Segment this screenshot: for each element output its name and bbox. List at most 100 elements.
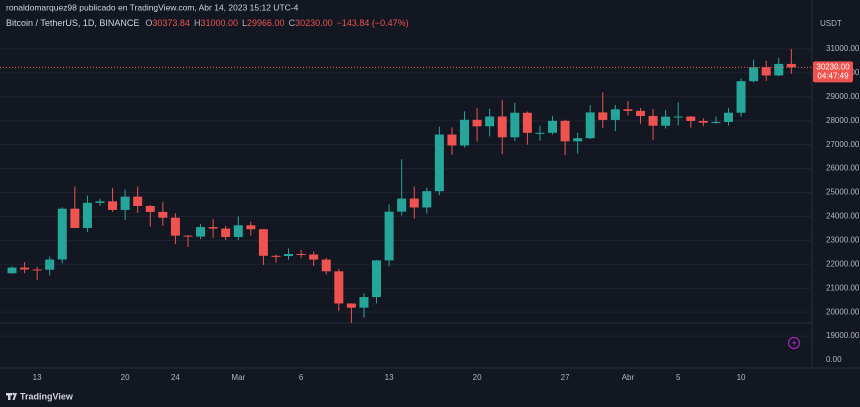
- candle-body: [598, 112, 608, 120]
- brand-logo: [6, 392, 17, 400]
- legend-value: 31000.00: [200, 18, 238, 28]
- symbol-legend: Bitcoin / TetherUS, 1D, BINANCE O30373.84…: [6, 18, 409, 28]
- x-tick-label: Abr: [622, 373, 635, 382]
- candle-body: [497, 116, 507, 138]
- y-axis-label: USDT: [820, 19, 842, 28]
- candle-body: [698, 120, 708, 123]
- candle-body: [673, 116, 683, 118]
- candle-body: [648, 115, 658, 126]
- y-tick-label: 20000.00: [826, 307, 860, 316]
- x-tick-label: 24: [171, 373, 180, 382]
- y-tick-label: 25000.00: [826, 188, 860, 197]
- candle-body: [246, 225, 256, 230]
- candle-body: [32, 269, 42, 271]
- legend-change: −143.84 (−0.47%): [337, 18, 409, 28]
- candle-body: [548, 120, 558, 133]
- candle-body: [20, 267, 30, 270]
- x-tick-label: 13: [33, 373, 42, 382]
- candle-body: [460, 119, 470, 146]
- candle-body: [711, 121, 721, 123]
- candle-body: [397, 198, 407, 212]
- candle-body: [82, 202, 92, 228]
- candle-body: [636, 110, 645, 116]
- candle-body: [208, 227, 218, 229]
- candle-body: [384, 211, 394, 261]
- candle-body: [108, 201, 118, 210]
- candle-body: [170, 217, 180, 236]
- candle-body: [686, 116, 696, 121]
- candle-body: [70, 208, 80, 228]
- candle-body: [661, 116, 671, 126]
- candle-body: [309, 254, 319, 260]
- y-tick-label: 27000.00: [826, 140, 860, 149]
- candle-body: [422, 191, 432, 208]
- candle-body: [409, 198, 419, 208]
- last-price-tag: [813, 61, 853, 83]
- y-tick-label: 24000.00: [826, 212, 860, 221]
- candle-body: [145, 205, 155, 212]
- candle-body: [560, 120, 570, 142]
- last-price-label: 30230.00: [816, 62, 850, 71]
- candle-body: [485, 116, 495, 127]
- candle-body: [57, 208, 67, 260]
- candle-body: [723, 112, 733, 122]
- x-tick-label: 10: [737, 373, 746, 382]
- candle-body: [585, 112, 595, 139]
- candle-body: [535, 132, 545, 134]
- candle-body: [761, 67, 771, 76]
- candle-body: [623, 109, 633, 111]
- brand: TradingView: [20, 391, 74, 401]
- candle-body: [359, 296, 369, 308]
- candle-body: [736, 81, 746, 113]
- candle-body: [284, 253, 294, 257]
- lower-pane-tick-label: 0.00: [826, 355, 842, 364]
- legend-value: 29966.00: [247, 18, 285, 28]
- candle-body: [447, 134, 457, 146]
- y-tick-label: 26000.00: [826, 164, 860, 173]
- y-tick-label: 19000.00: [826, 331, 860, 340]
- legend-value: 30230.00: [295, 18, 333, 28]
- x-tick-label: 27: [561, 373, 570, 382]
- legend-value: 30373.84: [152, 18, 190, 28]
- candle-body: [372, 260, 382, 297]
- candle-body: [158, 211, 168, 218]
- x-tick-label: 5: [676, 373, 681, 382]
- y-tick-label: 28000.00: [826, 116, 860, 125]
- y-tick-label: 29000.00: [826, 92, 860, 101]
- lightning-icon: [787, 336, 801, 350]
- candle-body: [183, 235, 193, 237]
- candle-body: [258, 229, 268, 256]
- candle-body: [133, 196, 143, 206]
- candle-body: [7, 267, 17, 274]
- x-tick-label: Mar: [231, 373, 245, 382]
- candle-body: [221, 228, 231, 237]
- legend-key: H: [194, 18, 201, 28]
- countdown: 04:47:49: [817, 71, 849, 80]
- candle-body: [522, 112, 532, 133]
- legend-key: O: [145, 18, 152, 28]
- publisher: ronaldomarquez98 publicado en TradingVie…: [6, 2, 299, 12]
- legend-key: C: [289, 18, 296, 28]
- candle-body: [774, 63, 784, 76]
- candle-body: [321, 259, 331, 272]
- y-tick-label: 31000.00: [826, 44, 860, 53]
- candle-body: [233, 225, 243, 237]
- candle-body: [45, 259, 55, 270]
- legend-key: L: [242, 18, 247, 28]
- candle-body: [196, 227, 206, 237]
- candle-body: [296, 253, 306, 255]
- candle-body: [472, 119, 482, 127]
- candle-body: [510, 112, 520, 138]
- y-tick-label: 21000.00: [826, 283, 860, 292]
- y-tick-label: 22000.00: [826, 259, 860, 268]
- candle-body: [573, 138, 583, 142]
- x-tick-label: 13: [385, 373, 394, 382]
- y-tick-label: 23000.00: [826, 235, 860, 244]
- candle-body: [334, 271, 344, 304]
- candle-body: [271, 255, 281, 257]
- candle-body: [786, 63, 796, 68]
- candle-body: [120, 196, 130, 210]
- x-tick-label: 6: [299, 373, 304, 382]
